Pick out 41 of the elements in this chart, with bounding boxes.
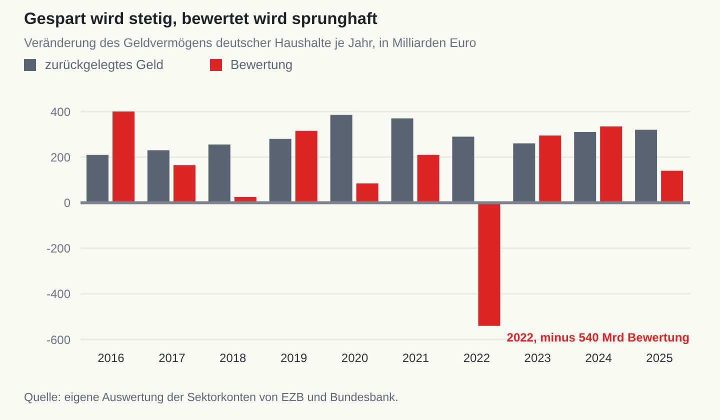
- bar: [635, 130, 658, 203]
- x-tick-label: 2018: [220, 351, 247, 366]
- x-tick-label: 2024: [585, 351, 612, 366]
- x-tick-label: 2021: [402, 351, 430, 366]
- bar: [112, 112, 134, 203]
- bar: [330, 114, 352, 203]
- legend-label: zurückgelegtes Geld: [45, 57, 164, 72]
- bar: [452, 136, 474, 203]
- x-tick-label: 2022: [463, 351, 490, 366]
- y-tick-label: 0: [64, 196, 71, 210]
- source-note: Quelle: eigene Auswertung der Sektorkonten von EZB und Bundesbank.: [24, 391, 398, 404]
- chart-subtitle: Veränderung des Geldvermögens deutscher Haushalte je Jahr, in Milliarden Euro: [24, 36, 476, 50]
- x-tick-label: 2025: [646, 351, 674, 366]
- x-tick-label: 2020: [341, 351, 368, 366]
- bar: [391, 118, 414, 203]
- bar: [539, 135, 562, 203]
- chart-title: Gespart wird stetig, bewertet wird sprunghaft: [24, 10, 378, 29]
- y-tick-label: -600: [46, 332, 71, 347]
- bar: [600, 126, 622, 203]
- bar: [513, 143, 536, 203]
- bar: [417, 154, 440, 203]
- bar: [478, 202, 500, 326]
- bar: [574, 132, 596, 203]
- y-tick-label: 200: [50, 150, 71, 164]
- bar: [147, 150, 170, 203]
- x-tick-label: 2016: [98, 351, 125, 366]
- y-tick-label: -200: [46, 242, 71, 256]
- annotation: 2022, minus 540 Mrd Bewertung: [506, 330, 690, 344]
- x-tick-label: 2017: [158, 351, 186, 366]
- bar: [208, 144, 230, 203]
- bar: [269, 138, 292, 203]
- bar: [661, 170, 684, 203]
- y-tick-label: -400: [46, 287, 71, 302]
- bar: [356, 183, 378, 203]
- bar: [295, 130, 318, 203]
- legend-label: Bewertung: [230, 57, 293, 72]
- y-tick-label: 400: [50, 104, 71, 119]
- bar: [173, 165, 196, 203]
- bar: [86, 154, 108, 203]
- x-tick-label: 2019: [280, 351, 308, 366]
- x-tick-label: 2023: [524, 351, 552, 366]
